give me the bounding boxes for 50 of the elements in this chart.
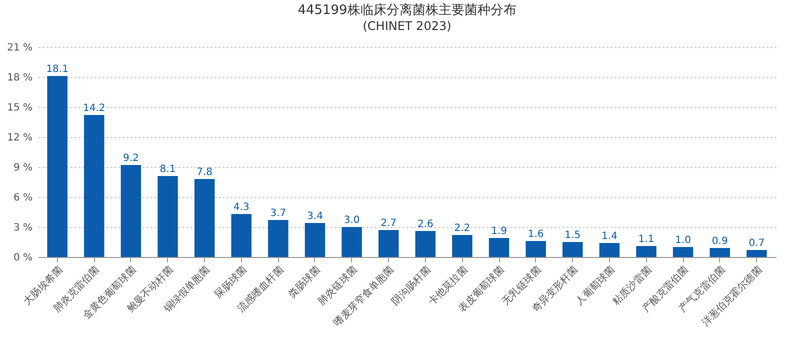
y-tick-label: 3 % <box>13 222 32 234</box>
y-tick-label: 18 % <box>7 72 32 84</box>
data-label: 2.2 <box>454 223 470 234</box>
data-label: 1.5 <box>564 230 581 241</box>
bar <box>452 235 472 257</box>
bar <box>194 179 215 257</box>
data-label: 3.7 <box>270 208 286 219</box>
data-label: 1.6 <box>528 229 544 240</box>
bar <box>526 241 546 257</box>
bar <box>672 247 694 257</box>
bar <box>158 176 178 257</box>
data-label: 4.3 <box>233 202 250 213</box>
chart-title: 445199株临床分离菌株主要菌种分布 <box>298 2 516 18</box>
bar <box>710 248 730 257</box>
bar <box>47 76 68 257</box>
bar <box>231 214 252 257</box>
chart-subtitle: (CHINET 2023) <box>362 19 452 33</box>
bar <box>599 243 620 257</box>
data-label: 1.4 <box>601 231 618 242</box>
bar <box>342 227 362 257</box>
y-tick-label: 9 % <box>13 162 32 174</box>
data-label: 1.1 <box>638 234 654 245</box>
data-label: 14.2 <box>83 103 106 114</box>
y-tick-label: 6 % <box>13 192 32 204</box>
bar <box>636 246 656 257</box>
bar <box>488 238 510 257</box>
data-label: 7.8 <box>196 167 213 178</box>
data-label: 0.9 <box>712 236 728 247</box>
data-label: 9.2 <box>122 153 139 164</box>
data-label: 3.0 <box>344 215 360 226</box>
data-label: 2.7 <box>380 218 397 229</box>
bar <box>562 242 583 257</box>
y-tick-label: 0 % <box>13 252 32 264</box>
data-label: 3.4 <box>307 211 323 222</box>
bar <box>415 231 436 257</box>
bar <box>268 220 288 257</box>
data-label: 2.6 <box>417 219 434 230</box>
bar <box>746 250 767 257</box>
data-label: 1.9 <box>491 226 507 237</box>
bar <box>84 115 104 257</box>
data-label: 18.1 <box>46 64 68 75</box>
bar <box>378 230 399 257</box>
data-label: 0.7 <box>748 238 765 249</box>
y-tick-label: 15 % <box>7 102 32 114</box>
bar <box>120 165 142 257</box>
y-tick-label: 21 % <box>7 42 32 54</box>
data-label: 1.0 <box>675 235 692 246</box>
y-tick-label: 12 % <box>7 132 32 144</box>
data-label: 8.1 <box>160 164 176 175</box>
bar <box>304 223 326 257</box>
